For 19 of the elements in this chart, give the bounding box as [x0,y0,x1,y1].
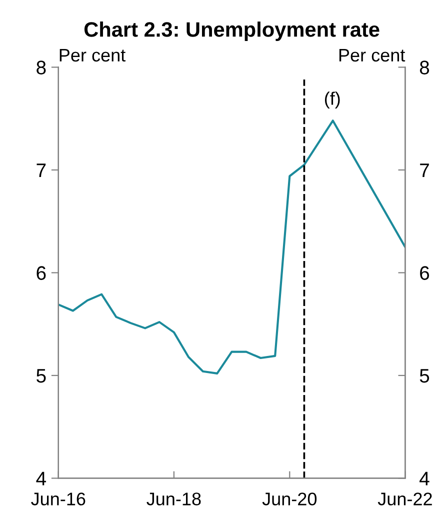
annotation: (f) [324,92,340,108]
x-tick-label: Jun-20 [262,492,317,506]
y-tick-label: 6 [36,266,46,280]
y-axis-title: Per cent [60,48,126,62]
line-series [58,120,406,374]
y2-tick-label: 8 [420,60,430,74]
x-tick-label: Jun-18 [146,492,201,506]
y-tick-label: 7 [36,164,46,178]
x-tick-label: Jun-16 [31,492,86,506]
y2-axis-title: Per cent [339,48,406,62]
y-tick-label: 4 [36,472,46,486]
y-tick-label: 5 [36,369,46,383]
y2-tick-label: 7 [420,164,429,178]
chart-title: Chart 2.3: Unemployment rate [84,22,380,41]
x-tick-label: Jun-22 [378,492,432,506]
y2-tick-label: 6 [420,266,430,280]
y2-tick-label: 5 [420,369,430,383]
y2-tick-label: 4 [420,472,430,486]
y-tick-label: 8 [36,60,46,74]
